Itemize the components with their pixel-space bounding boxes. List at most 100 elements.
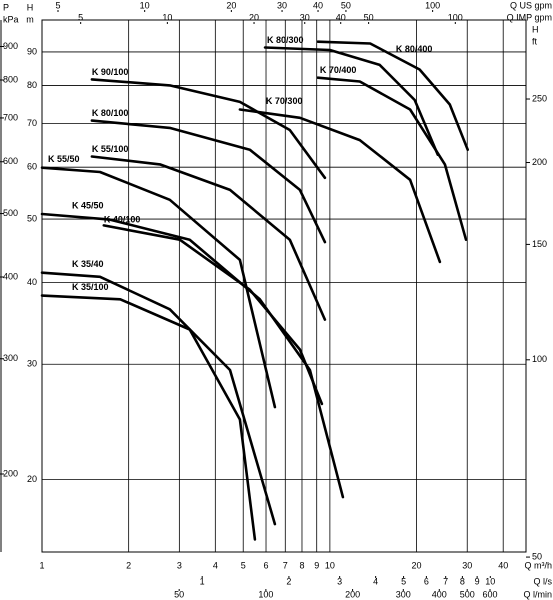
x-tick-label: 3 <box>177 560 182 570</box>
legend-label: K 80/100 <box>92 108 129 118</box>
legend-label: K 35/100 <box>72 282 109 292</box>
x2-tick-label: 100 <box>448 12 463 22</box>
x2-tick-label: 5 <box>55 0 60 10</box>
x-tick-label: 1 <box>39 560 44 570</box>
x2-tick-label: 100 <box>258 589 273 599</box>
pump-curve <box>40 166 277 409</box>
x2-tick-label: 20 <box>226 0 236 10</box>
y-tick-label: 40 <box>27 277 37 287</box>
x2-tick-label: 40 <box>313 0 323 10</box>
y2-axis-label: kPa <box>3 14 19 24</box>
legend-label: K 70/300 <box>266 96 303 106</box>
x2-tick-label: 200 <box>345 589 360 599</box>
y2-tick-label: 800 <box>3 74 18 84</box>
legend-label: K 90/100 <box>92 67 129 77</box>
x2-tick-label: 50 <box>174 589 184 599</box>
x2-tick-label: 100 <box>425 0 440 10</box>
x-tick-label: 5 <box>241 560 246 570</box>
y2-tick-label: 900 <box>3 41 18 51</box>
y2-tick-label: 200 <box>532 157 547 167</box>
y2-tick-label: 150 <box>532 239 547 249</box>
x2-tick-label: 600 <box>482 589 497 599</box>
x2-tick-label: 50 <box>341 0 351 10</box>
legend-label: K 80/300 <box>267 35 304 45</box>
x-tick-label: 9 <box>314 560 319 570</box>
y-tick-label: 80 <box>27 80 37 90</box>
pump-curve <box>238 108 442 264</box>
x2-tick-label: 10 <box>485 576 495 586</box>
y-axis-label: m <box>26 14 34 24</box>
y-tick-label: 20 <box>27 474 37 484</box>
y2-tick-label: 250 <box>532 93 547 103</box>
x2-tick-label: 3 <box>337 576 342 586</box>
y2-tick-label: 400 <box>3 271 18 281</box>
y2-tick-label: 50 <box>532 551 542 561</box>
x2-tick-label: 500 <box>460 589 475 599</box>
legend-label: K 40/100 <box>104 215 141 225</box>
x2-tick-label: 30 <box>300 12 310 22</box>
legend-label: K 70/400 <box>320 65 357 75</box>
x-tick-label: 2 <box>126 560 131 570</box>
x2-axis-label: Q l/min <box>523 589 552 599</box>
pump-curve <box>40 294 257 541</box>
x2-tick-label: 5 <box>401 576 406 586</box>
y2-tick-label: 200 <box>3 468 18 478</box>
y2-tick-label: 600 <box>3 156 18 166</box>
x2-tick-label: 20 <box>249 12 259 22</box>
y-tick-label: 70 <box>27 118 37 128</box>
x-tick-label: 7 <box>283 560 288 570</box>
y-axis-label: H <box>27 2 34 12</box>
x2-tick-label: 6 <box>424 576 429 586</box>
pump-curve <box>102 224 324 406</box>
x2-tick-label: 30 <box>277 0 287 10</box>
x2-tick-label: 5 <box>78 12 83 22</box>
y2-tick-label: 700 <box>3 112 18 122</box>
pump-curve <box>90 155 327 321</box>
y2-axis-label: H <box>532 24 539 34</box>
x-tick-label: 30 <box>462 560 472 570</box>
legend-label: K 55/50 <box>48 154 80 164</box>
y-tick-label: 50 <box>27 213 37 223</box>
y2-tick-label: 300 <box>3 353 18 363</box>
x2-tick-label: 1 <box>200 576 205 586</box>
pump-curve <box>316 76 468 241</box>
x2-tick-label: 10 <box>162 12 172 22</box>
x-tick-label: 40 <box>498 560 508 570</box>
y-tick-label: 60 <box>27 162 37 172</box>
x-axis-label: Q m³/h <box>524 560 552 570</box>
x2-tick-label: 300 <box>396 589 411 599</box>
x2-tick-label: 7 <box>443 576 448 586</box>
y2-tick-label: 500 <box>3 208 18 218</box>
y2-axis-label: P <box>3 2 9 12</box>
legend-label: K 80/400 <box>396 44 433 54</box>
y2-axis-label: ft <box>532 36 538 46</box>
x2-tick-label: 4 <box>373 576 378 586</box>
x2-tick-label: 40 <box>336 12 346 22</box>
legend-label: K 45/50 <box>72 200 104 210</box>
x-tick-label: 4 <box>213 560 218 570</box>
x-tick-label: 10 <box>325 560 335 570</box>
x-tick-label: 6 <box>264 560 269 570</box>
y-tick-label: 30 <box>27 359 37 369</box>
pump-curve <box>40 271 277 526</box>
x2-tick-label: 2 <box>286 576 291 586</box>
pump-curve <box>90 119 327 244</box>
legend-label: K 35/40 <box>72 259 104 269</box>
x2-axis-label: Q US gpm <box>510 0 552 10</box>
y2-tick-label: 100 <box>532 354 547 364</box>
x2-tick-label: 10 <box>140 0 150 10</box>
x2-axis-label: Q l/s <box>533 576 552 586</box>
y-tick-label: 90 <box>27 46 37 56</box>
x2-tick-label: 9 <box>475 576 480 586</box>
x-tick-label: 8 <box>299 560 304 570</box>
x2-tick-label: 8 <box>460 576 465 586</box>
legend-label: K 55/100 <box>92 144 129 154</box>
x2-tick-label: 400 <box>432 589 447 599</box>
x2-axis-label: Q IMP gpm <box>507 12 552 22</box>
pump-curve <box>316 40 469 151</box>
pump-curve <box>90 78 327 180</box>
pump-curve <box>263 46 440 156</box>
x2-tick-label: 50 <box>364 12 374 22</box>
x-tick-label: 20 <box>412 560 422 570</box>
